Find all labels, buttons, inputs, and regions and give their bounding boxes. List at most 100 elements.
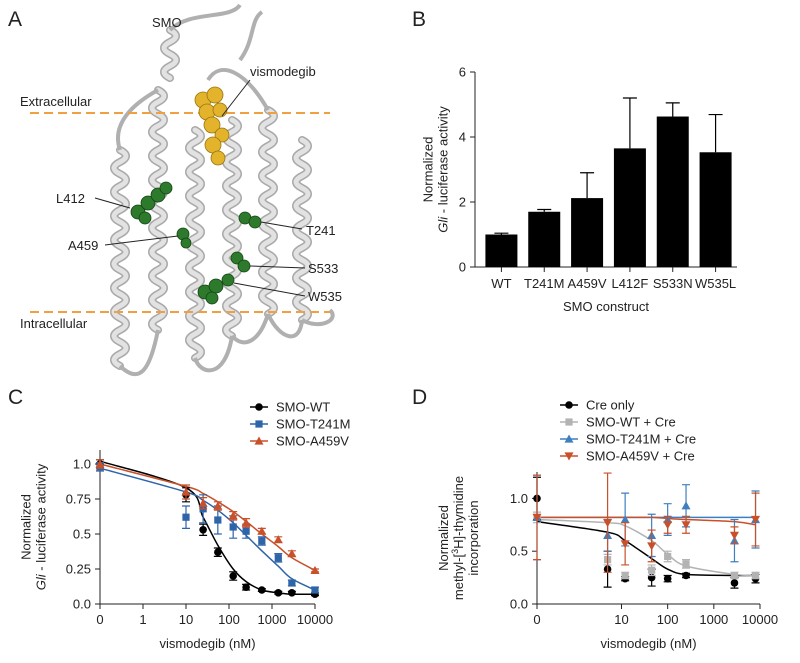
data-point [620, 515, 630, 524]
fit-curve [536, 518, 756, 577]
data-point [274, 554, 282, 562]
leader-line [260, 221, 303, 230]
y-tick-label: 0.25 [66, 562, 91, 577]
data-point [603, 519, 613, 528]
x-tick-label: T241M [524, 276, 564, 291]
atom [205, 291, 219, 305]
atom [237, 259, 251, 273]
membrane-label: Extracellular [20, 94, 92, 109]
data-point [288, 579, 296, 587]
legend-marker [565, 418, 573, 426]
data-point [730, 579, 739, 587]
y-tick-label: 0.0 [510, 597, 528, 612]
data-point [311, 586, 319, 594]
data-point [257, 526, 267, 535]
data-point [229, 523, 237, 531]
legend-marker [255, 420, 263, 428]
error-bar [708, 113, 723, 153]
data-point [532, 513, 542, 522]
x-tick-label: 0 [96, 612, 103, 627]
data-point [274, 589, 283, 597]
data-point [228, 511, 238, 520]
legend-label: Cre only [586, 398, 635, 413]
x-tick-label: A459V [568, 276, 607, 291]
y-tick-label: 0.5 [510, 544, 528, 559]
y-axis-label: incorporation [466, 500, 481, 575]
atom [230, 251, 244, 265]
y-axis-label: Gli - luciferase activity [436, 106, 451, 233]
error-bar [537, 208, 552, 212]
data-point [729, 531, 739, 540]
y-axis-label: Normalized [436, 505, 451, 571]
y-axis-label-part: methyl-[ [451, 553, 466, 600]
panel-label: B [412, 8, 426, 31]
x-tick-label: 1 [139, 612, 146, 627]
legend-label: SMO-A459V [276, 434, 349, 449]
atom [159, 181, 173, 195]
atom [140, 195, 156, 211]
error-bar [580, 172, 595, 199]
atom [214, 127, 230, 143]
helix [259, 107, 277, 317]
leader-line [94, 197, 131, 209]
legend-marker [254, 436, 264, 445]
panel-label: C [8, 386, 23, 409]
x-tick-label: 1000 [258, 612, 287, 627]
atom [210, 150, 226, 166]
data-point [242, 527, 250, 535]
data-point [258, 586, 266, 594]
data-point [751, 571, 760, 580]
bar [699, 152, 732, 267]
data-point [198, 498, 208, 507]
fit-curve [99, 463, 316, 572]
data-point [681, 521, 691, 530]
y-tick-label: 1.0 [510, 491, 528, 506]
data-point [682, 560, 690, 568]
x-tick-label: S533N [653, 276, 693, 291]
x-tick-label: W535L [695, 276, 736, 291]
atom [206, 86, 224, 104]
leader-line [221, 79, 251, 117]
helices [110, 3, 335, 377]
ligand-label: vismodegib [250, 64, 316, 79]
y-axis-label-part: Normalized [421, 137, 436, 203]
panel-label: A [8, 8, 22, 31]
leader-line [233, 282, 306, 297]
legend-marker [564, 434, 574, 443]
legend-label: SMO-T241M + Cre [586, 432, 696, 447]
data-point [681, 501, 691, 510]
data-point [647, 542, 657, 551]
x-axis-label: SMO construct [563, 299, 649, 314]
residue-label: S533 [308, 261, 338, 276]
error-bar [622, 97, 637, 149]
y-axis-label-part: Normalized [436, 505, 451, 571]
helix [223, 117, 241, 339]
y-axis-label-part: incorporation [466, 500, 481, 575]
data-point [214, 548, 222, 556]
atom [221, 273, 235, 287]
y-axis-label-part: - luciferase activity [34, 463, 49, 574]
data-point [751, 515, 761, 525]
y-axis-label-part: Gli [34, 573, 49, 590]
panel-label: D [412, 386, 427, 409]
y-axis-label-part: 3 [450, 549, 460, 554]
residue-spheres [130, 181, 262, 305]
helix [161, 27, 179, 81]
residue-label: W535 [308, 289, 342, 304]
legend-marker [565, 401, 573, 409]
fit-curve [99, 460, 316, 596]
structure-panel: A [8, 3, 342, 377]
x-tick-label: 1000 [699, 612, 728, 627]
legend-marker [564, 452, 574, 461]
residue-label: T241 [306, 223, 336, 238]
helix [293, 137, 311, 323]
leader-line [104, 235, 179, 246]
y-axis-label-part: - luciferase activity [436, 106, 451, 217]
residue-label: A459 [68, 238, 98, 253]
data-point [199, 526, 207, 534]
y-tick-label: 0.75 [66, 492, 91, 507]
data-point [620, 540, 630, 549]
x-tick-label: 10000 [297, 612, 333, 627]
data-point [648, 566, 656, 574]
